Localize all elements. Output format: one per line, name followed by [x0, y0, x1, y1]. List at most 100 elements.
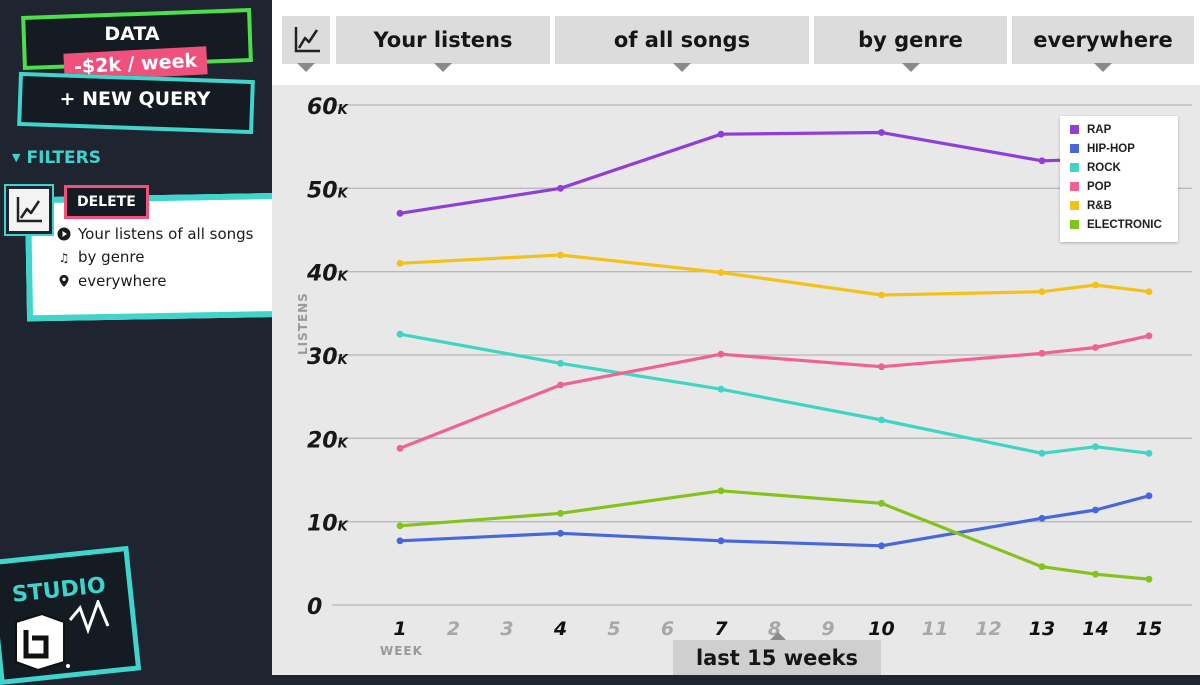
data-point: [396, 444, 404, 452]
data-point: [396, 522, 404, 530]
studio-logo-graphic: [15, 600, 110, 670]
legend-swatch: [1070, 163, 1079, 172]
chevron-up-icon: [770, 632, 786, 640]
data-point: [878, 291, 885, 299]
y-tick-label: 0: [307, 595, 322, 620]
legend-item: RAP: [1070, 124, 1111, 136]
legend-label: ELECTRONIC: [1087, 219, 1162, 231]
y-tick-label: 50K: [307, 178, 349, 203]
data-point: [717, 487, 725, 495]
y-tick-label: 40K: [306, 262, 349, 287]
legend-item: R&B: [1070, 200, 1112, 212]
legend-label: HIP-HOP: [1087, 143, 1135, 155]
data-point: [557, 251, 564, 259]
filter-line-group: ♫ by genre: [56, 248, 145, 266]
x-tick-label: 12: [975, 618, 1001, 640]
series-line: [399, 494, 1150, 548]
caret-down-icon: ▼: [12, 151, 21, 164]
x-tick-label: 14: [1082, 618, 1108, 640]
legend-item: ELECTRONIC: [1070, 219, 1162, 231]
data-point: [1092, 506, 1099, 514]
legend-swatch: [1070, 182, 1079, 191]
time-range-label: last 15 weeks: [695, 646, 859, 670]
series-line: [399, 334, 1150, 450]
data-point: [878, 416, 885, 424]
filter-line-group-text: by genre: [78, 248, 145, 266]
x-axis-label: WEEK: [380, 644, 423, 658]
y-tick-label: 10K: [307, 512, 349, 537]
chevron-down-icon: [297, 63, 315, 72]
x-tick-label: 4: [553, 618, 567, 640]
x-tick-label: 13: [1029, 618, 1055, 640]
chart-area: 0 10K 20K 30K 40K 50K 60K 1 2 3 4 5 6 7 8 9 10 11 12 13 14 15: [272, 85, 1200, 675]
data-point: [878, 542, 885, 550]
data-point: [1145, 332, 1153, 340]
y-tick-label: 60K: [307, 95, 349, 120]
region-selector[interactable]: everywhere: [1012, 16, 1194, 72]
filter-line-region-text: everywhere: [78, 272, 167, 290]
data-point: [717, 269, 725, 276]
data-point: [1145, 288, 1153, 296]
grouping-selector-label: by genre: [858, 28, 963, 52]
x-tick-label: 6: [661, 618, 674, 640]
legend-item: ROCK: [1070, 162, 1121, 174]
song-scope-selector[interactable]: of all songs: [555, 16, 809, 72]
legend-label: POP: [1087, 181, 1112, 193]
chevron-down-icon: [673, 63, 691, 72]
location-pin-icon: [56, 274, 72, 289]
data-point: [1145, 575, 1153, 583]
new-query-button[interactable]: + NEW QUERY: [59, 88, 211, 110]
data-point: [878, 499, 885, 507]
data-point: [878, 129, 885, 136]
x-tick-label: 10: [868, 618, 894, 640]
legend-swatch: [1070, 201, 1079, 210]
x-tick-label: 11: [922, 618, 948, 640]
chevron-down-icon: [1094, 63, 1112, 72]
data-point: [1092, 570, 1099, 578]
data-point: [1092, 344, 1099, 351]
time-range-selector[interactable]: last 15 weeks: [673, 632, 881, 675]
chart-legend: RAP HIP-HOP ROCK POP R&B ELECTRONIC: [1060, 116, 1178, 242]
metric-selector[interactable]: Your listens: [336, 16, 550, 72]
filter-line-metric: Your listens of all songs: [56, 225, 254, 243]
data-point: [1092, 443, 1099, 451]
data-point: [396, 259, 404, 267]
data-point: [1038, 288, 1046, 296]
music-note-icon: ♫: [58, 251, 70, 265]
filters-toggle[interactable]: ▼ FILTERS: [12, 148, 101, 168]
series-line: [399, 130, 1149, 215]
legend-label: R&B: [1087, 200, 1112, 212]
legend-label: RAP: [1087, 124, 1112, 136]
y-axis-label: LISTENS: [296, 292, 310, 355]
data-point: [878, 363, 885, 371]
x-tick-label: 9: [821, 618, 834, 640]
data-point: [1038, 514, 1046, 522]
region-selector-label: everywhere: [1033, 28, 1173, 52]
song-scope-selector-label: of all songs: [613, 28, 751, 52]
data-point: [717, 130, 725, 138]
x-tick-label: 1: [393, 618, 406, 640]
data-point: [717, 385, 725, 393]
x-tick-label: 3: [500, 618, 513, 640]
data-point: [396, 330, 404, 338]
data-point: [396, 209, 404, 217]
data-point: [557, 509, 564, 517]
chart-type-selector[interactable]: [282, 16, 330, 72]
play-circle-icon: [56, 227, 72, 242]
grouping-selector[interactable]: by genre: [814, 16, 1007, 72]
legend-swatch: [1070, 220, 1079, 229]
legend-label: ROCK: [1087, 162, 1121, 174]
legend-item: POP: [1070, 181, 1111, 193]
x-tick-label: 7: [714, 618, 728, 640]
delete-button[interactable]: DELETE: [64, 185, 149, 219]
data-point: [717, 350, 725, 358]
y-tick-label: 30K: [307, 345, 349, 370]
data-point: [1092, 281, 1099, 289]
data-point: [1038, 563, 1046, 571]
data-label[interactable]: DATA: [104, 23, 160, 45]
data-point: [1038, 449, 1046, 457]
x-tick-label: 15: [1136, 618, 1162, 640]
sidebar: DATA -$2k / week + NEW QUERY ▼ FILTERS DE…: [0, 0, 302, 685]
data-point: [557, 529, 564, 537]
